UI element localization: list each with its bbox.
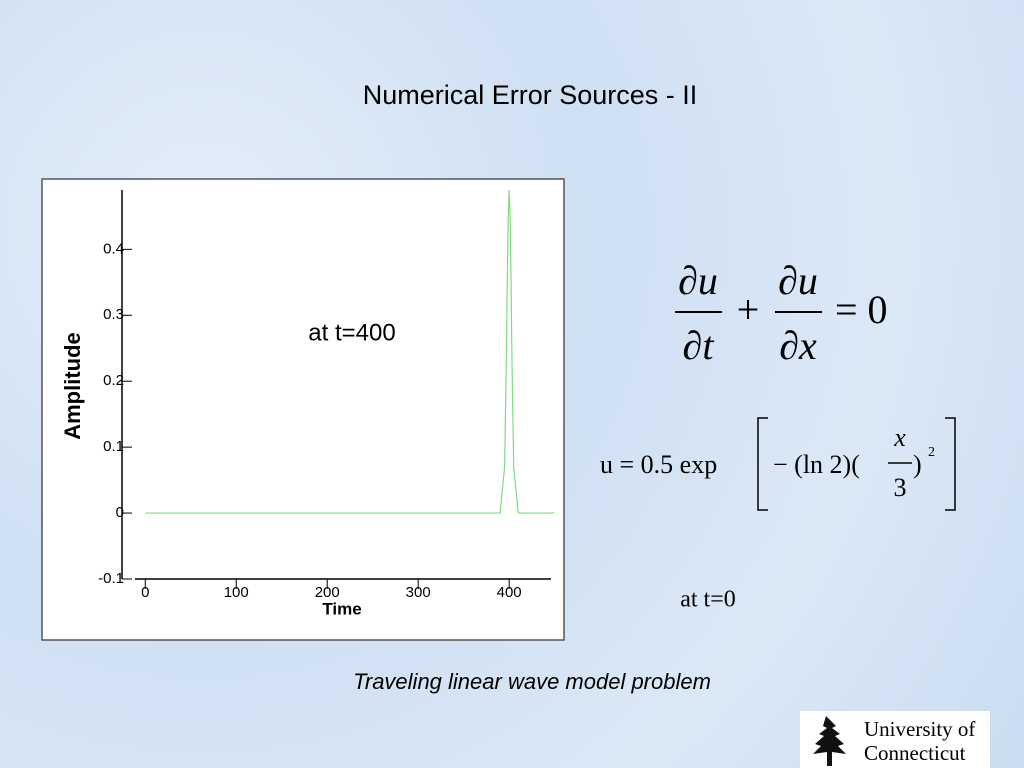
y-tick-label: -0.1 xyxy=(98,570,124,587)
eq-denominator: 3 xyxy=(894,473,907,502)
y-tick-label: 0.1 xyxy=(103,438,124,455)
logo-text: Connecticut xyxy=(864,741,966,765)
eq-term: ) xyxy=(913,450,922,479)
y-tick-label: 0.4 xyxy=(103,240,124,257)
y-tick-label: 0 xyxy=(116,504,124,521)
eq-denominator: ∂t xyxy=(683,323,715,368)
bracket xyxy=(757,417,768,511)
series-line xyxy=(145,189,555,514)
x-tick-label: 100 xyxy=(224,584,249,601)
x-tick-label: 300 xyxy=(406,584,431,601)
slide-title: Numerical Error Sources - II xyxy=(363,80,698,110)
x-axis-label: Time xyxy=(322,599,361,618)
eq-numerator: x xyxy=(893,423,906,452)
eq-numerator: ∂u xyxy=(678,258,718,303)
chart-frame xyxy=(41,178,565,641)
x-tick-label: 400 xyxy=(497,584,522,601)
chart: -0.1 0 0.1 0.2 0.3 0.4 0 100 200 300 400 Time Amplit… xyxy=(60,189,555,618)
y-tick-label: 0.3 xyxy=(103,306,124,323)
logo-text: University of xyxy=(864,717,975,741)
note: at t=0 xyxy=(680,587,736,613)
logo-tree xyxy=(813,716,846,766)
eq-term: − (ln 2)( xyxy=(773,450,860,479)
x-tick-label: 200 xyxy=(315,584,340,601)
eq-lhs: u = 0.5 exp xyxy=(600,450,717,479)
eq-denominator: ∂x xyxy=(779,323,817,368)
equation-2: u = 0.5 exp − (ln 2)( x 3 ) 2 xyxy=(600,417,956,511)
eq-power: 2 xyxy=(928,445,935,460)
caption: Traveling linear wave model problem xyxy=(353,669,711,694)
equation-1: ∂u ∂t + ∂u ∂x = 0 xyxy=(675,258,888,368)
y-tick-label: 0.2 xyxy=(103,372,124,389)
x-tick-label: 0 xyxy=(141,584,149,601)
eq-operator: + xyxy=(737,287,760,332)
y-axis-label: Amplitude xyxy=(60,332,85,440)
eq-rhs: = 0 xyxy=(835,287,888,332)
bracket xyxy=(945,417,956,511)
eq-numerator: ∂u xyxy=(778,258,818,303)
annotation: at t=400 xyxy=(308,319,395,346)
